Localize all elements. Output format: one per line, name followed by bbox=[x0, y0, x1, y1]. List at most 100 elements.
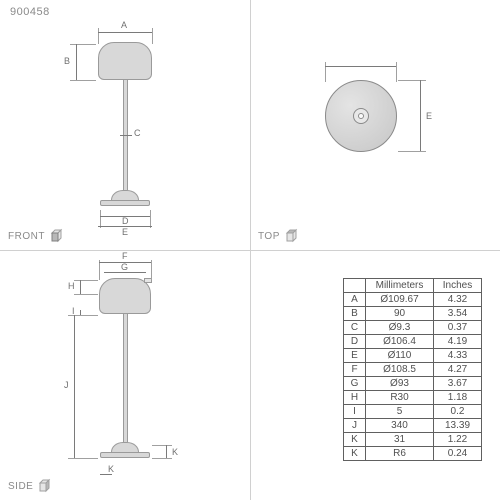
top-view-panel: E TOP bbox=[250, 0, 500, 250]
row-in: 4.19 bbox=[434, 335, 482, 349]
dimension-table-panel: Millimeters Inches AØ109.674.32B903.54CØ… bbox=[250, 250, 500, 500]
lamp-stem-side bbox=[123, 314, 128, 442]
cube-icon bbox=[284, 228, 300, 244]
row-mm: 5 bbox=[366, 405, 434, 419]
row-mm: R6 bbox=[366, 447, 434, 461]
dim-line-top-e bbox=[420, 80, 421, 151]
dim-label-g: G bbox=[121, 262, 128, 272]
lamp-top-inner bbox=[353, 108, 369, 124]
dim-label-h: H bbox=[68, 281, 75, 291]
row-key: G bbox=[344, 377, 366, 391]
front-view-panel: 900458 A B C D E FRONT bbox=[0, 0, 250, 250]
row-key: H bbox=[344, 391, 366, 405]
view-label-front: FRONT bbox=[8, 228, 65, 244]
lamp-shade-side bbox=[99, 278, 151, 314]
cube-icon bbox=[37, 478, 53, 494]
row-key: E bbox=[344, 349, 366, 363]
table-row: DØ106.44.19 bbox=[344, 335, 482, 349]
table-row: I50.2 bbox=[344, 405, 482, 419]
row-key: D bbox=[344, 335, 366, 349]
row-in: 0.24 bbox=[434, 447, 482, 461]
cube-icon bbox=[49, 228, 65, 244]
dim-label-e: E bbox=[122, 227, 128, 237]
lamp-base-flare bbox=[111, 190, 139, 200]
lamp-shade bbox=[98, 42, 152, 80]
table-row: KR60.24 bbox=[344, 447, 482, 461]
dim-line-j bbox=[74, 315, 75, 458]
row-in: 3.67 bbox=[434, 377, 482, 391]
dim-label-k: K bbox=[172, 447, 178, 457]
dim-line-k bbox=[166, 445, 167, 458]
row-mm: 31 bbox=[366, 433, 434, 447]
view-label-top: TOP bbox=[258, 228, 300, 244]
dim-line-b bbox=[76, 44, 77, 80]
lamp-base-plate-side bbox=[100, 452, 150, 458]
dim-line-h bbox=[80, 280, 81, 294]
dimension-table: Millimeters Inches AØ109.674.32B903.54CØ… bbox=[343, 278, 482, 461]
table-row: CØ9.30.37 bbox=[344, 321, 482, 335]
dim-label-a: A bbox=[121, 20, 127, 30]
dim-label-kr: K bbox=[108, 464, 114, 474]
table-row: J34013.39 bbox=[344, 419, 482, 433]
dim-label-b: B bbox=[64, 56, 70, 66]
dim-label-top-e: E bbox=[426, 111, 432, 121]
row-mm: Ø9.3 bbox=[366, 321, 434, 335]
row-mm: Ø93 bbox=[366, 377, 434, 391]
row-in: 1.18 bbox=[434, 391, 482, 405]
header-blank bbox=[344, 279, 366, 293]
row-in: 0.2 bbox=[434, 405, 482, 419]
row-in: 1.22 bbox=[434, 433, 482, 447]
header-mm: Millimeters bbox=[366, 279, 434, 293]
dim-line-a bbox=[98, 32, 152, 33]
row-key: K bbox=[344, 447, 366, 461]
table-row: K311.22 bbox=[344, 433, 482, 447]
row-mm: R30 bbox=[366, 391, 434, 405]
top-label-text: TOP bbox=[258, 231, 280, 242]
lamp-front-drawing bbox=[98, 42, 152, 206]
dim-line-top-h bbox=[325, 66, 396, 67]
row-mm: 340 bbox=[366, 419, 434, 433]
row-key: J bbox=[344, 419, 366, 433]
row-in: 4.33 bbox=[434, 349, 482, 363]
table-row: HR301.18 bbox=[344, 391, 482, 405]
table-row: AØ109.674.32 bbox=[344, 293, 482, 307]
table-header-row: Millimeters Inches bbox=[344, 279, 482, 293]
table-row: B903.54 bbox=[344, 307, 482, 321]
row-key: B bbox=[344, 307, 366, 321]
row-mm: Ø108.5 bbox=[366, 363, 434, 377]
row-in: 0.37 bbox=[434, 321, 482, 335]
lamp-base-plate bbox=[100, 200, 150, 206]
row-key: C bbox=[344, 321, 366, 335]
table-row: GØ933.67 bbox=[344, 377, 482, 391]
table-row: FØ108.54.27 bbox=[344, 363, 482, 377]
dim-line-kr bbox=[100, 474, 112, 475]
dim-line-c bbox=[120, 135, 132, 136]
dim-label-c: C bbox=[134, 128, 141, 138]
lamp-top-center bbox=[358, 113, 364, 119]
part-number: 900458 bbox=[10, 6, 50, 18]
lamp-side-drawing bbox=[99, 278, 151, 458]
lamp-base-flare-side bbox=[111, 442, 139, 452]
table-row: EØ1104.33 bbox=[344, 349, 482, 363]
row-in: 3.54 bbox=[434, 307, 482, 321]
side-label-text: SIDE bbox=[8, 481, 33, 492]
row-mm: Ø110 bbox=[366, 349, 434, 363]
front-label-text: FRONT bbox=[8, 231, 45, 242]
lamp-top-drawing bbox=[325, 80, 397, 152]
row-mm: Ø109.67 bbox=[366, 293, 434, 307]
row-in: 4.32 bbox=[434, 293, 482, 307]
row-key: I bbox=[344, 405, 366, 419]
row-mm: 90 bbox=[366, 307, 434, 321]
view-label-side: SIDE bbox=[8, 478, 53, 494]
dim-label-f: F bbox=[122, 251, 128, 261]
row-key: K bbox=[344, 433, 366, 447]
header-in: Inches bbox=[434, 279, 482, 293]
side-view-panel: F G H I J K K SIDE bbox=[0, 250, 250, 500]
dim-label-d: D bbox=[122, 216, 129, 226]
dim-line-g bbox=[104, 272, 146, 273]
row-in: 4.27 bbox=[434, 363, 482, 377]
row-key: F bbox=[344, 363, 366, 377]
dim-label-j: J bbox=[64, 380, 69, 390]
row-key: A bbox=[344, 293, 366, 307]
row-mm: Ø106.4 bbox=[366, 335, 434, 349]
